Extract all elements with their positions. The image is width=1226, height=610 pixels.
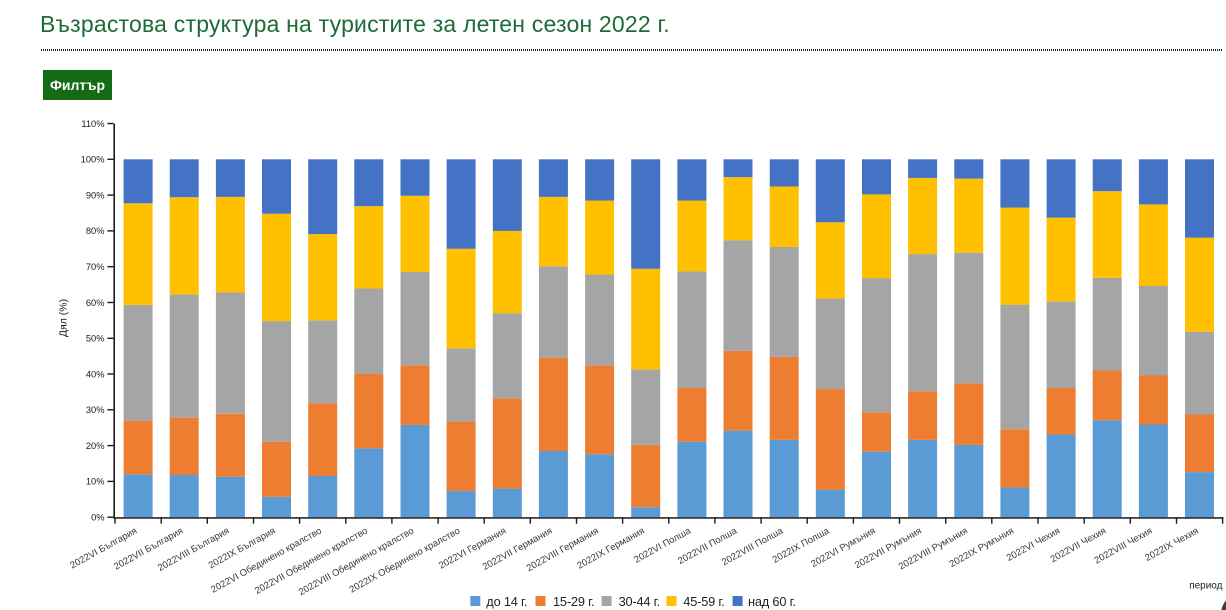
svg-text:20%: 20% <box>86 441 105 451</box>
svg-text:90%: 90% <box>86 190 105 200</box>
svg-text:100%: 100% <box>81 155 105 165</box>
svg-text:Дял (%): Дял (%) <box>58 299 70 337</box>
svg-text:0%: 0% <box>91 513 104 523</box>
svg-text:период: период <box>1189 580 1222 591</box>
svg-text:80%: 80% <box>86 226 105 236</box>
svg-text:60%: 60% <box>86 298 105 308</box>
svg-text:110%: 110% <box>81 119 104 129</box>
svg-text:40%: 40% <box>86 369 105 379</box>
svg-text:50%: 50% <box>86 334 105 344</box>
svg-text:до 14 г.: до 14 г. <box>486 594 527 609</box>
svg-text:30%: 30% <box>86 405 105 415</box>
svg-text:70%: 70% <box>86 262 105 272</box>
svg-text:15-29 г.: 15-29 г. <box>553 594 594 609</box>
svg-text:10%: 10% <box>86 477 105 487</box>
svg-text:30-44 г.: 30-44 г. <box>619 594 660 609</box>
svg-text:над 60 г.: над 60 г. <box>748 594 796 609</box>
svg-text:45-59 г.: 45-59 г. <box>683 594 724 609</box>
